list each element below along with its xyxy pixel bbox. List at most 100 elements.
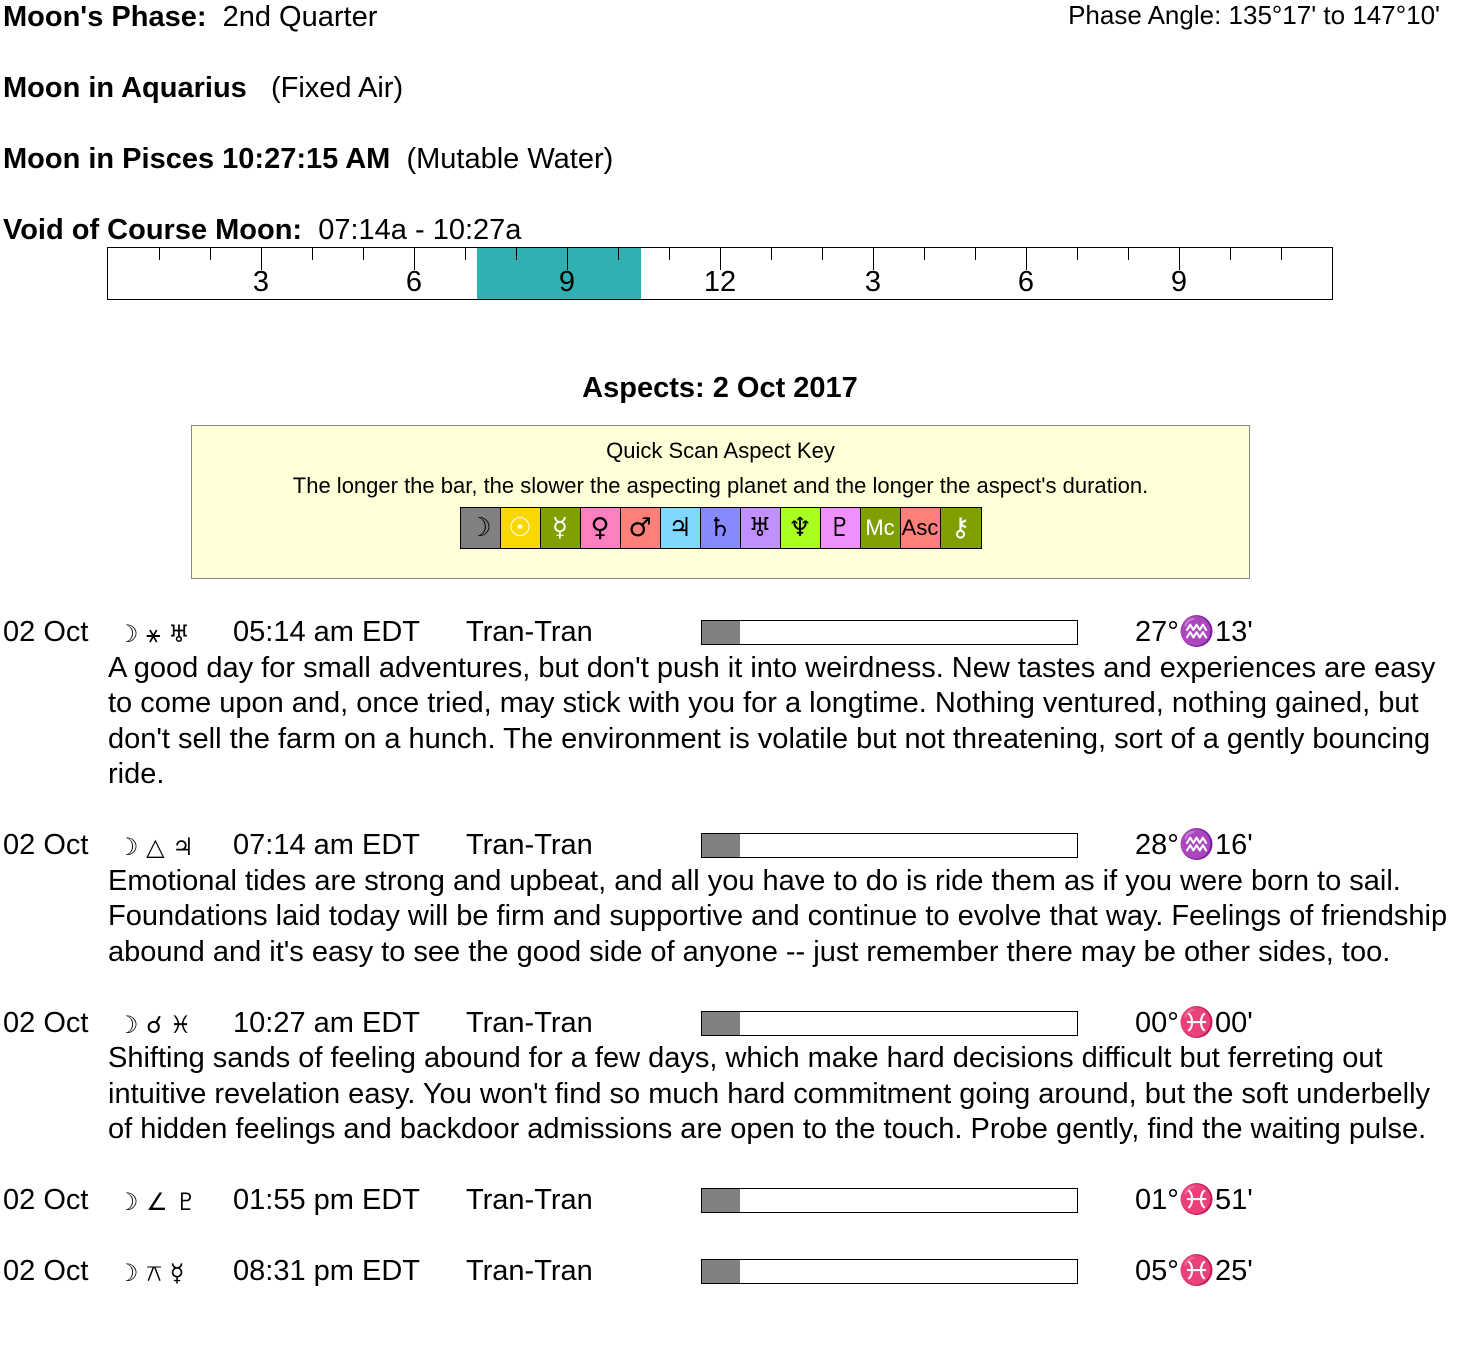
aspect-row: 02 Oct ☽ ☌ ♓ 10:27 am EDT Tran-Tran 00°♓… xyxy=(0,1006,1460,1042)
aspect-glyphs-icon: ☽ ∠ ♇ xyxy=(117,1188,197,1216)
aspect-entry: 02 Oct ☽ ⚻ ☿ 08:31 pm EDT Tran-Tran 05°♓… xyxy=(0,1254,1460,1290)
aspect-entry: 02 Oct ☽ ⚹ ♅ 05:14 am EDT Tran-Tran 27°♒… xyxy=(0,615,1460,793)
hour-tick xyxy=(975,248,976,260)
duration-fill xyxy=(702,1260,740,1283)
moon-ingress: Moon in Pisces 10:27:15 AM (Mutable Wate… xyxy=(3,143,614,175)
void-of-course: Void of Course Moon: 07:14a - 10:27a xyxy=(3,214,522,246)
hour-tick xyxy=(312,248,313,260)
planet-key-10-icon: Mc xyxy=(860,508,901,548)
hour-tick xyxy=(414,248,415,270)
moon-phase: Moon's Phase: 2nd Quarter xyxy=(3,1,378,33)
aspect-time: 01:55 pm EDT xyxy=(233,1184,420,1216)
hour-label: 9 xyxy=(1170,266,1188,298)
moon-sign: Moon in Aquarius (Fixed Air) xyxy=(3,72,404,104)
aspect-time: 10:27 am EDT xyxy=(233,1006,420,1039)
hour-tick xyxy=(363,248,364,260)
hour-label: 12 xyxy=(703,266,737,298)
planet-key-12-icon: ⚷ xyxy=(940,508,981,548)
aspect-row: 02 Oct ☽ ⚹ ♅ 05:14 am EDT Tran-Tran 27°♒… xyxy=(0,615,1460,651)
duration-fill xyxy=(702,1189,740,1212)
aspect-time: 05:14 am EDT xyxy=(233,616,420,648)
hour-tick xyxy=(924,248,925,260)
aspect-list: 02 Oct ☽ ⚹ ♅ 05:14 am EDT Tran-Tran 27°♒… xyxy=(0,615,1460,1325)
hour-tick xyxy=(1179,248,1180,270)
aspect-duration-bar xyxy=(701,620,1078,645)
aspect-position: 05°♓25' xyxy=(1135,1255,1253,1287)
aspect-row: 02 Oct ☽ △ ♃ 07:14 am EDT Tran-Tran 28°♒… xyxy=(0,828,1460,864)
hour-tick xyxy=(1026,248,1027,270)
aspect-date: 02 Oct xyxy=(3,1006,89,1039)
hour-label: 6 xyxy=(1017,266,1035,298)
aspect-position: 28°♒16' xyxy=(1135,829,1253,861)
aspect-glyphs-icon: ☽ ⚹ ♅ xyxy=(117,620,190,648)
hour-tick xyxy=(261,248,262,270)
planet-key-1-icon: ☉ xyxy=(500,508,541,548)
aspect-description: A good day for small adventures, but don… xyxy=(108,651,1436,791)
aspect-description: Shifting sands of feeling abound for a f… xyxy=(108,1042,1431,1145)
planet-key-3-icon: ♀ xyxy=(580,508,621,548)
aspect-entry: 02 Oct ☽ △ ♃ 07:14 am EDT Tran-Tran 28°♒… xyxy=(0,828,1460,970)
hour-label: 3 xyxy=(864,266,882,298)
aspect-date: 02 Oct xyxy=(3,829,89,861)
planet-key-0-icon: ☽ xyxy=(460,508,501,548)
hour-label: 6 xyxy=(405,266,423,298)
hour-tick xyxy=(873,248,874,270)
planet-color-key: ☽ ☉ ☿ ♀ ♂ ♃ ♄ ♅ ♆ ♇ Mc Asc ⚷ xyxy=(459,507,982,549)
aspect-key-subtitle: The longer the bar, the slower the aspec… xyxy=(292,473,1149,498)
aspect-duration-bar xyxy=(701,1188,1078,1213)
hour-label: 3 xyxy=(252,266,270,298)
planet-key-4-icon: ♂ xyxy=(620,508,661,548)
void-of-course-highlight xyxy=(476,248,641,299)
hour-tick xyxy=(567,248,568,270)
planet-key-7-icon: ♅ xyxy=(740,508,781,548)
aspect-entry: 02 Oct ☽ ☌ ♓ 10:27 am EDT Tran-Tran 00°♓… xyxy=(0,1006,1460,1148)
hour-tick xyxy=(669,248,670,260)
aspect-key-title: Quick Scan Aspect Key xyxy=(606,438,835,463)
aspect-entry: 02 Oct ☽ ∠ ♇ 01:55 pm EDT Tran-Tran 01°♓… xyxy=(0,1183,1460,1219)
hour-tick xyxy=(1128,248,1129,260)
duration-fill xyxy=(702,834,740,857)
aspect-type: Tran-Tran xyxy=(466,829,593,861)
aspect-type: Tran-Tran xyxy=(466,616,593,648)
hour-tick xyxy=(1077,248,1078,260)
hour-tick xyxy=(465,248,466,260)
aspect-position: 01°♓51' xyxy=(1135,1184,1253,1216)
hour-tick xyxy=(822,248,823,260)
aspect-row: 02 Oct ☽ ⚻ ☿ 08:31 pm EDT Tran-Tran 05°♓… xyxy=(0,1254,1460,1290)
aspect-description: Emotional tides are strong and upbeat, a… xyxy=(108,864,1448,968)
hour-label: 9 xyxy=(558,266,576,298)
planet-key-6-icon: ♄ xyxy=(700,508,741,548)
planet-key-8-icon: ♆ xyxy=(780,508,821,548)
aspect-time: 08:31 pm EDT xyxy=(233,1255,420,1287)
planet-key-5-icon: ♃ xyxy=(660,508,701,548)
aspect-row: 02 Oct ☽ ∠ ♇ 01:55 pm EDT Tran-Tran 01°♓… xyxy=(0,1183,1460,1219)
hour-tick xyxy=(1281,248,1282,260)
aspect-duration-bar xyxy=(701,833,1078,858)
planet-key-9-icon: ♇ xyxy=(820,508,861,548)
hour-tick xyxy=(210,248,211,260)
aspects-title: Aspects: 2 Oct 2017 xyxy=(582,372,858,404)
aspect-time: 07:14 am EDT xyxy=(233,829,420,861)
void-of-course-timeline: 3 6 9 12 3 6 9 xyxy=(107,247,1333,300)
planet-key-11-icon: Asc xyxy=(900,508,941,548)
aspect-date: 02 Oct xyxy=(3,616,89,648)
aspect-position: 00°♓00' xyxy=(1135,1006,1253,1039)
hour-tick xyxy=(720,248,721,270)
aspect-key: Quick Scan Aspect Key The longer the bar… xyxy=(191,425,1250,579)
hour-tick xyxy=(159,248,160,260)
aspect-duration-bar xyxy=(701,1259,1078,1284)
hour-tick xyxy=(1230,248,1231,260)
planet-key-2-icon: ☿ xyxy=(540,508,581,548)
aspect-type: Tran-Tran xyxy=(466,1255,593,1287)
aspect-type: Tran-Tran xyxy=(466,1184,593,1216)
aspect-type: Tran-Tran xyxy=(466,1006,593,1039)
hour-tick xyxy=(516,248,517,260)
aspect-date: 02 Oct xyxy=(3,1184,89,1216)
duration-fill xyxy=(702,1011,740,1035)
aspect-glyphs-icon: ☽ ⚻ ☿ xyxy=(117,1259,185,1287)
aspect-glyphs-icon: ☽ ☌ ♓ xyxy=(117,1010,192,1039)
aspect-glyphs-icon: ☽ △ ♃ xyxy=(117,833,194,861)
aspect-position: 27°♒13' xyxy=(1135,616,1253,648)
aspect-date: 02 Oct xyxy=(3,1255,89,1287)
hour-tick xyxy=(618,248,619,260)
